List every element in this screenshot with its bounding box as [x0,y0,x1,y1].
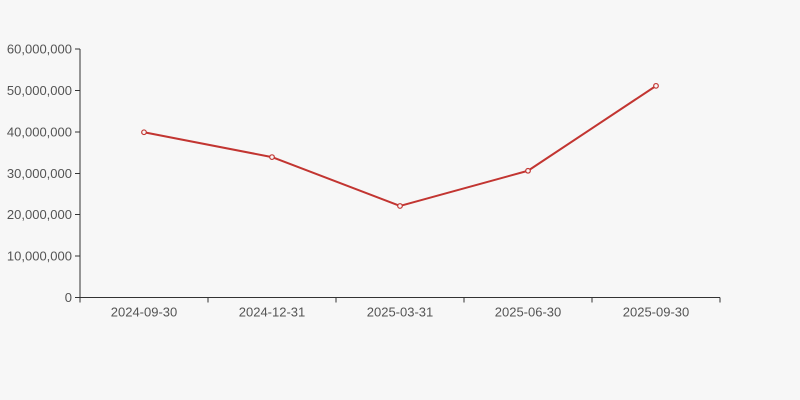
data-point[interactable] [269,154,275,160]
y-tick-label: 20,000,000 [7,207,72,222]
data-point[interactable] [525,167,531,174]
data-point[interactable] [653,82,659,89]
y-tick-label: 30,000,000 [7,166,72,181]
x-tick-label: 2024-09-30 [111,305,178,320]
x-tick-label: 2025-06-30 [495,305,562,320]
y-tick-label: 50,000,000 [7,83,72,98]
y-tick-label: 60,000,000 [7,42,72,57]
data-point[interactable] [397,203,403,209]
y-tick-label: 40,000,000 [7,124,72,139]
y-tick-label: 0 [65,290,72,305]
data-point[interactable] [141,129,147,136]
x-tick-label: 2024-12-31 [239,305,306,320]
y-tick-label: 10,000,000 [7,249,72,264]
x-tick-label: 2025-03-31 [367,305,434,320]
x-tick-label: 2025-09-30 [623,305,690,320]
